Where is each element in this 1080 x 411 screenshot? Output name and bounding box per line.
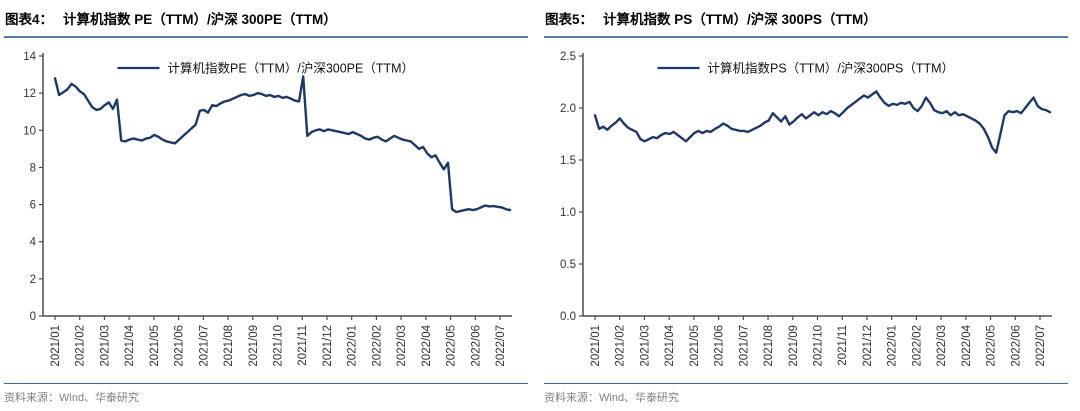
x-tick-label: 2021/11 — [837, 325, 849, 366]
x-tick-label: 2021/03 — [99, 325, 111, 367]
x-tick-label: 2021/09 — [788, 325, 800, 367]
y-tick-label: 10 — [23, 125, 36, 137]
title-underline — [4, 36, 528, 38]
x-tick-label: 2021/11 — [297, 325, 309, 366]
x-tick-label: 2022/02 — [371, 325, 383, 367]
x-tick-label: 2021/08 — [763, 325, 775, 367]
y-tick-label: 2 — [30, 274, 36, 286]
x-tick-label: 2022/06 — [470, 325, 482, 367]
x-tick-label: 2021/03 — [639, 325, 651, 367]
figure-label: 图表5： — [545, 12, 594, 27]
legend-label: 计算机指数PS（TTM）/沪深300PS（TTM） — [708, 61, 955, 76]
x-tick-label: 2021/10 — [273, 325, 285, 367]
source-note: 资料来源：Wind、华泰研究 — [544, 383, 1068, 405]
x-tick-label: 2021/04 — [124, 324, 136, 366]
x-tick-label: 2022/01 — [887, 325, 899, 367]
x-tick-label: 2021/05 — [149, 325, 161, 367]
figure-panel-ps: 图表5： 计算机指数 PS（TTM）/沪深 300PS（TTM） 0.0 0.5 1.… — [540, 0, 1080, 411]
y-tick-label: 0.0 — [560, 311, 576, 323]
x-tick-label: 2021/12 — [322, 325, 334, 367]
x-tick-label: 2021/02 — [615, 325, 627, 367]
x-tick-label: 2021/10 — [813, 325, 825, 367]
x-tick-label: 2022/05 — [446, 325, 458, 367]
x-tick-label: 2021/01 — [50, 325, 62, 367]
x-tick-label: 2021/06 — [174, 325, 186, 367]
source-note: 资料来源：Wind、华泰研究 — [4, 383, 528, 405]
x-tick-label: 2021/02 — [75, 325, 87, 367]
y-tick-label: 14 — [23, 51, 36, 63]
y-tick-label: 1.5 — [560, 155, 576, 167]
y-tick-label: 8 — [30, 162, 36, 174]
x-tick-label: 2022/04 — [961, 324, 973, 366]
figure-label: 图表4： — [5, 12, 54, 27]
line-chart-svg: 0 2 4 6 8 10 12 14 2021/01 2021/02 2021/03 2021/04 2… — [23, 51, 512, 367]
data-line — [53, 75, 512, 214]
figure-title: 图表5： 计算机指数 PS（TTM）/沪深 300PS（TTM） — [545, 8, 1066, 28]
legend-label: 计算机指数PE（TTM）/沪深300PE（TTM） — [168, 61, 415, 76]
x-tick-label: 2021/05 — [689, 325, 701, 367]
x-tick-label: 2022/03 — [936, 325, 948, 367]
x-tick-label: 2022/06 — [1010, 325, 1022, 367]
x-tick-label: 2021/08 — [223, 325, 235, 367]
x-tick-label: 2022/02 — [911, 325, 923, 367]
y-tick-label: 1.0 — [560, 207, 576, 219]
pe-ratio-chart: 0 2 4 6 8 10 12 14 2021/01 2021/02 2021/03 2021/04 2… — [0, 45, 540, 380]
figure-panel-pe: 图表4： 计算机指数 PE（TTM）/沪深 300PE（TTM） 0 2 4 6 8 10 1… — [0, 8, 540, 405]
x-tick-label: 2022/05 — [986, 325, 998, 367]
y-tick-label: 12 — [23, 88, 36, 100]
line-chart-svg: 0.0 0.5 1.0 1.5 2.0 2.5 2021/01 2021/02 2021/03 2… — [560, 51, 1052, 367]
x-tick-label: 2022/07 — [1035, 325, 1047, 367]
y-tick-label: 6 — [30, 200, 36, 212]
x-tick-label: 2022/07 — [495, 325, 507, 367]
y-tick-label: 0.5 — [560, 259, 576, 271]
x-tick-label: 2021/09 — [248, 325, 260, 367]
x-tick-label: 2022/01 — [347, 325, 359, 367]
y-tick-label: 2.0 — [560, 103, 576, 115]
x-tick-label: 2021/01 — [590, 325, 602, 367]
figure-title: 图表4： 计算机指数 PE（TTM）/沪深 300PE（TTM） — [5, 8, 526, 28]
x-tick-label: 2021/04 — [664, 324, 676, 366]
x-tick-label: 2022/04 — [421, 324, 433, 366]
y-tick-label: 2.5 — [560, 51, 576, 63]
figure-title-text: 计算机指数 PS（TTM）/沪深 300PS（TTM） — [603, 12, 877, 27]
y-tick-label: 0 — [30, 311, 36, 323]
ps-ratio-chart: 0.0 0.5 1.0 1.5 2.0 2.5 2021/01 2021/02 2021/03 2… — [540, 45, 1080, 380]
y-tick-label: 4 — [30, 237, 37, 249]
x-tick-label: 2021/07 — [198, 325, 210, 367]
x-tick-label: 2022/03 — [396, 325, 408, 367]
title-underline — [544, 36, 1068, 38]
figure-title-text: 计算机指数 PE（TTM）/沪深 300PE（TTM） — [63, 12, 337, 27]
x-tick-label: 2021/06 — [714, 325, 726, 367]
x-tick-label: 2021/12 — [862, 325, 874, 367]
data-line — [593, 90, 1052, 154]
x-tick-label: 2021/07 — [738, 325, 750, 367]
